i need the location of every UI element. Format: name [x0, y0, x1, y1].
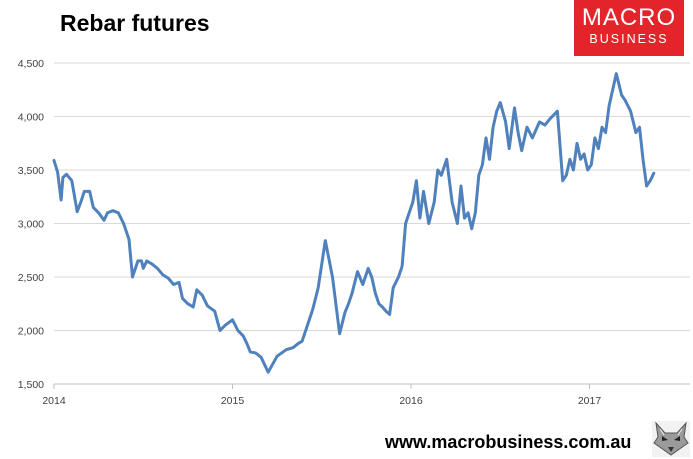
logo-text-macro: MACRO — [581, 4, 677, 31]
series-layer — [52, 72, 656, 374]
tick-labels: 1,500 2,000 2,500 3,000 3,500 4,000 4,500 2014 2… — [18, 58, 602, 407]
grid-lines — [54, 62, 690, 331]
y-tick-label: 4,000 — [18, 112, 44, 124]
axes — [53, 383, 690, 389]
y-tick-label: 3,500 — [18, 165, 44, 177]
x-tick-label: 2017 — [578, 395, 602, 407]
y-tick-label: 2,000 — [18, 326, 44, 338]
y-tick-label: 2,500 — [18, 272, 44, 284]
x-tick-label: 2014 — [42, 395, 66, 407]
macro-business-logo: MACRO BUSINESS — [574, 0, 684, 56]
series-line-rebar — [52, 72, 656, 374]
x-tick-label: 2015 — [221, 395, 245, 407]
wolf-head-icon — [652, 421, 690, 457]
x-tick-label: 2016 — [399, 395, 423, 407]
y-tick-label: 1,500 — [18, 379, 44, 391]
y-tick-label: 4,500 — [18, 58, 44, 70]
logo-text-business: BUSINESS — [589, 32, 669, 46]
footer-url[interactable]: www.macrobusiness.com.au — [385, 432, 632, 452]
y-tick-label: 3,000 — [18, 219, 44, 231]
chart-title: Rebar futures — [60, 10, 210, 36]
